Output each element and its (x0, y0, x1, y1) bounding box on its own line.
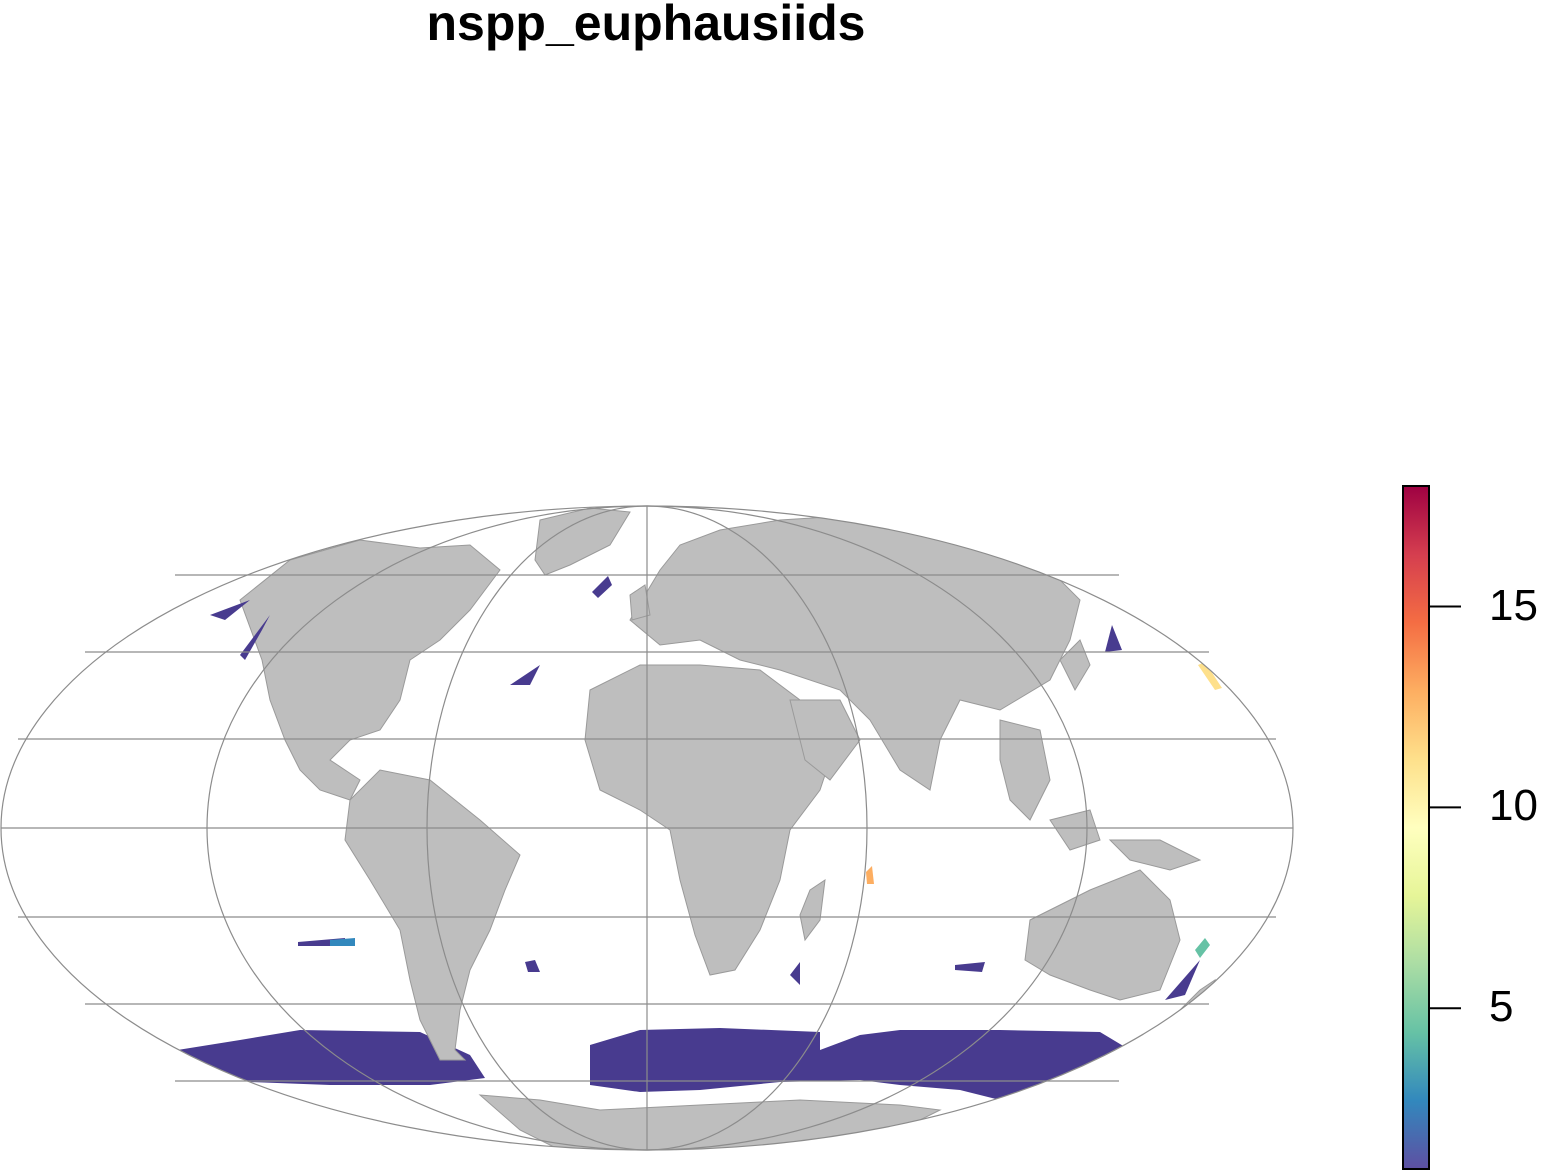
madagascar (799, 878, 826, 942)
meridian-120 (206, 505, 1088, 1151)
arabia (789, 699, 861, 781)
agulhas-patch (790, 962, 800, 985)
legend-tick-label: 15 (1489, 580, 1538, 630)
greenland (534, 507, 631, 576)
legend-tick-label: 5 (1489, 982, 1514, 1032)
north-atlantic-patch (510, 665, 540, 685)
graticule (0, 505, 1294, 1151)
north-atlantic-patch (592, 576, 612, 598)
richness-cells (210, 576, 1200, 1000)
tasman-high-patch (1195, 938, 1210, 958)
japan-hotspot (1198, 662, 1222, 690)
tasman-patch (1165, 960, 1200, 1000)
north-america (239, 539, 501, 801)
richness-cells-high (330, 662, 1222, 958)
south-pacific-mid (330, 938, 355, 946)
legend-ticks (1429, 605, 1461, 1010)
british-isles (629, 584, 651, 621)
map-title: nspp_euphausiids (426, 0, 866, 51)
australia (1024, 869, 1181, 1001)
legend (1402, 485, 1461, 1170)
globe (165, 507, 1222, 1150)
north-pacific-patch (240, 615, 270, 660)
south-america (344, 769, 521, 1061)
indian-ocean-patch (955, 962, 985, 972)
nw-pacific-patch (1105, 625, 1122, 652)
mozambique-hotspot (866, 866, 874, 884)
legend-tick-label: 10 (1489, 781, 1538, 831)
north-pacific-patch (210, 600, 250, 620)
south-atlantic-patch (525, 960, 540, 972)
legend-colorbar (1402, 485, 1430, 1170)
southeast-asia (999, 719, 1202, 871)
